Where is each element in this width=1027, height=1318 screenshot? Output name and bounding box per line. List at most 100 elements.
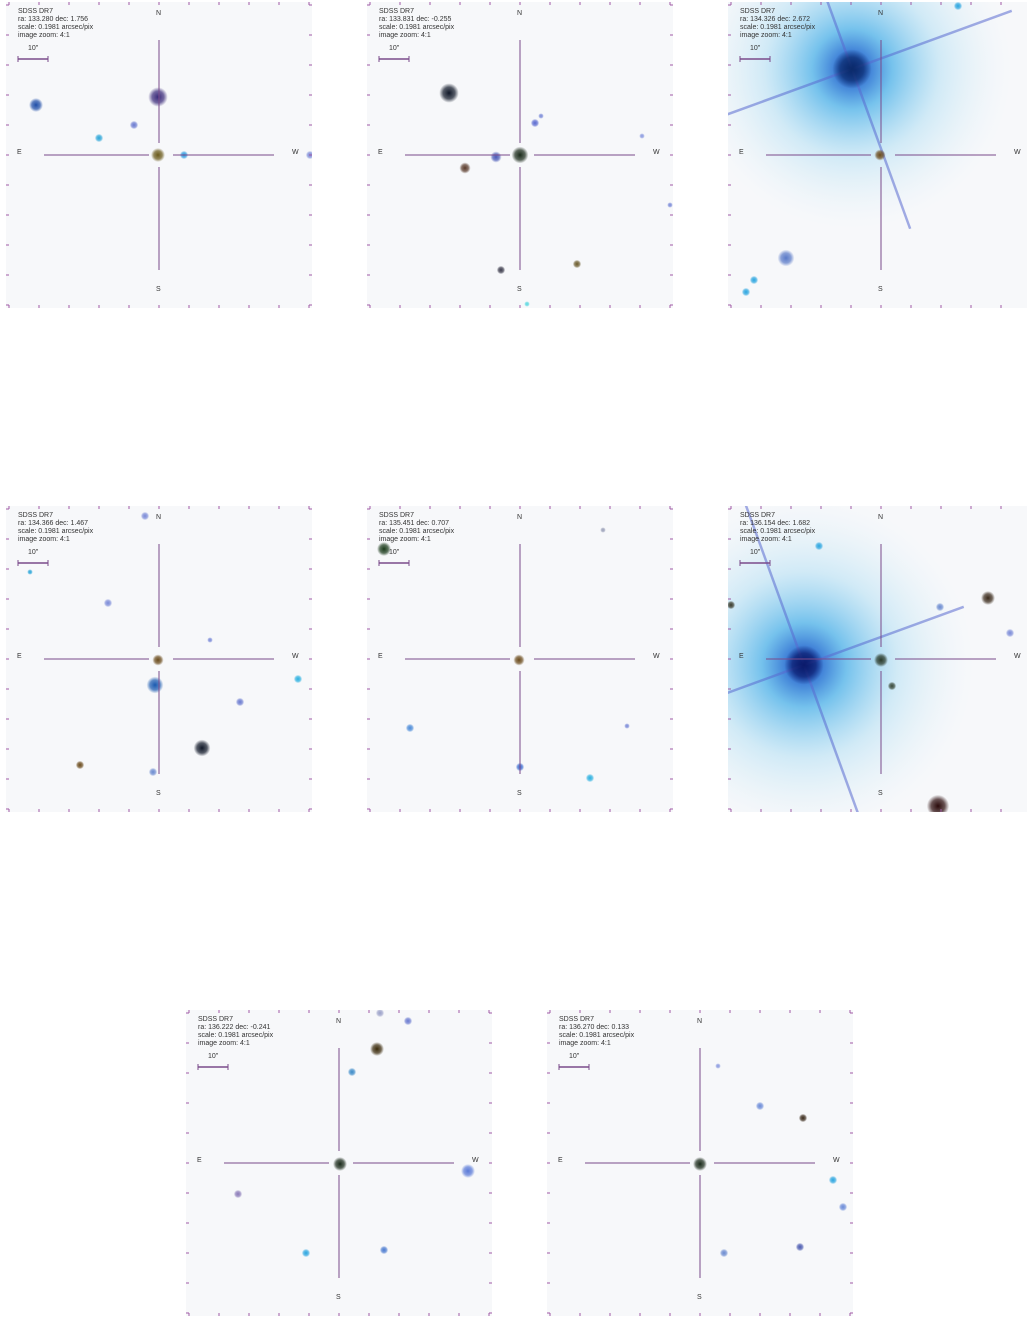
zoom-label: image zoom: 4:1 [559,1040,611,1047]
star [439,83,459,103]
star [490,151,502,163]
compass-w-label: W [1014,653,1021,660]
star [333,1157,347,1171]
star [838,1202,848,1212]
scale-bar [197,1064,229,1070]
survey-label: SDSS DR7 [198,1016,234,1023]
coordinates-label: ra: 136.154 dec: 1.682 [740,520,811,527]
survey-label: SDSS DR7 [379,8,415,15]
scale-bar [558,1064,590,1070]
star [715,1063,721,1069]
scale-bar-label: 10" [389,549,400,556]
star [741,287,751,297]
star [524,301,530,307]
star [377,542,391,556]
compass-s-label: S [156,790,161,797]
coordinates-label: ra: 133.831 dec: -0.255 [379,16,452,23]
star [148,87,168,107]
star [129,120,139,130]
zoom-label: image zoom: 4:1 [198,1040,250,1047]
sky-cutout-panel: SDSS DR7 ra: 133.280 dec: 1.756 scale: 0.1… [6,2,312,308]
survey-label: SDSS DR7 [740,8,776,15]
star [403,1016,413,1026]
star [94,133,104,143]
star [459,162,471,174]
scale-bar [378,560,410,566]
star [103,598,113,608]
scale-bar [17,56,49,62]
scale-bar [739,56,771,62]
compass-s-label: S [878,286,883,293]
compass-s-label: S [697,1294,702,1301]
star [375,1010,385,1018]
compass-n-label: N [878,10,884,17]
compass-e-label: E [17,149,22,156]
star [639,133,645,139]
scale-label: scale: 0.1981 arcsec/pix [379,24,455,31]
star [148,767,158,777]
star [953,2,963,11]
compass-w-label: W [833,1157,840,1164]
star [511,146,529,164]
star [693,1157,707,1171]
image-info: SDSS DR7 ra: 134.366 dec: 1.467 scale: 0.1… [18,512,93,544]
coordinates-label: ra: 136.270 dec: 0.133 [559,1024,630,1031]
survey-label: SDSS DR7 [559,1016,595,1023]
compass-s-label: S [878,790,883,797]
star [193,739,211,757]
scale-bar [378,56,410,62]
star [828,1175,838,1185]
star [305,150,312,160]
scale-bar-label: 10" [208,1053,219,1060]
compass-e-label: E [558,1157,563,1164]
compass-e-label: E [17,653,22,660]
image-info: SDSS DR7 ra: 133.831 dec: -0.255 scale: 0.… [379,8,454,40]
zoom-label: image zoom: 4:1 [379,32,431,39]
star [235,697,245,707]
sky-image [728,506,1015,812]
coordinates-label: ra: 134.326 dec: 2.672 [740,16,811,23]
star [140,511,150,521]
sky-cutout-panel: SDSS DR7 ra: 136.154 dec: 1.682 scale: 0.1… [728,506,1027,812]
star [667,202,673,208]
image-info: SDSS DR7 ra: 135.451 dec: 0.707 scale: 0.1… [379,512,454,544]
star [935,602,945,612]
image-info: SDSS DR7 ra: 134.326 dec: 2.672 scale: 0.1… [740,8,815,40]
scale-bar-label: 10" [28,45,39,52]
sky-image [728,2,1013,308]
scale-bar-label: 10" [750,549,761,556]
scale-label: scale: 0.1981 arcsec/pix [740,528,816,535]
scale-bar-label: 10" [389,45,400,52]
zoom-label: image zoom: 4:1 [740,32,792,39]
star [795,1242,805,1252]
star [370,1042,384,1056]
star [981,591,995,605]
sky-cutout-panel: SDSS DR7 ra: 136.270 dec: 0.133 scale: 0.1… [547,1010,853,1316]
compass-w-label: W [292,149,299,156]
sky-cutout-panel: SDSS DR7 ra: 134.326 dec: 2.672 scale: 0.1… [728,2,1027,308]
star [513,654,525,666]
scale-bar-label: 10" [28,549,39,556]
scale-label: scale: 0.1981 arcsec/pix [740,24,816,31]
star [27,569,33,575]
zoom-label: image zoom: 4:1 [740,536,792,543]
sky-cutout-panel: SDSS DR7 ra: 135.451 dec: 0.707 scale: 0.1… [367,506,673,812]
sky-image [6,506,312,812]
compass-n-label: N [517,514,523,521]
scale-label: scale: 0.1981 arcsec/pix [18,528,94,535]
star [301,1248,311,1258]
scale-bar [17,560,49,566]
compass-s-label: S [517,790,522,797]
star [496,265,506,275]
compass-n-label: N [878,514,884,521]
star [29,98,43,112]
star [755,1101,765,1111]
image-info: SDSS DR7 ra: 136.154 dec: 1.682 scale: 0.1… [740,512,815,544]
survey-label: SDSS DR7 [379,512,415,519]
sky-cutout-panel: SDSS DR7 ra: 136.222 dec: -0.241 scale: 0.… [186,1010,492,1316]
star [749,275,759,285]
compass-e-label: E [739,653,744,660]
compass-n-label: N [517,10,523,17]
compass-s-label: S [156,286,161,293]
star [728,600,736,610]
